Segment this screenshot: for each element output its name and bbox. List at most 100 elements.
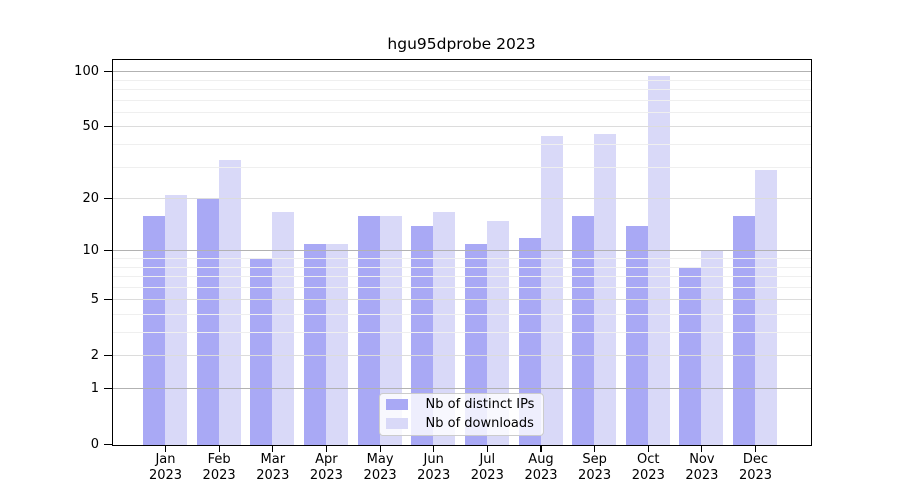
gridline-50 (113, 126, 811, 128)
x-tick-label-line: Dec (742, 452, 769, 467)
x-tick-nov (701, 445, 703, 452)
x-tick-label-jun: Jun 2023 (404, 452, 464, 484)
chart-title: hgu95dprobe 2023 (387, 35, 536, 53)
bar-distinct-ips-nov (679, 267, 702, 445)
x-tick-sep (594, 445, 596, 452)
bar-distinct-ips-feb (196, 199, 219, 445)
x-tick-label-line: 2023 (524, 468, 558, 483)
x-tick-jul (486, 445, 488, 452)
bar-distinct-ips-oct (625, 226, 648, 445)
x-tick-label-line: Mar (260, 452, 286, 467)
x-tick-label-line: 2023 (631, 468, 665, 483)
bar-downloads-mar (272, 211, 295, 445)
x-tick-label-line: Jun (423, 452, 444, 467)
bar-distinct-ips-mar (250, 259, 273, 445)
x-tick-apr (325, 445, 327, 452)
bar-downloads-sep (594, 134, 617, 445)
x-tick-label-oct: Oct 2023 (618, 452, 678, 484)
legend-item-downloads: Nb of downloads (385, 416, 537, 432)
y-tick-label-100: 100 (74, 63, 99, 79)
x-tick-label-line: 2023 (363, 468, 397, 483)
y-tick-label-50: 50 (82, 118, 99, 134)
bar-downloads-aug (540, 135, 563, 445)
x-tick-label-mar: Mar 2023 (243, 452, 303, 484)
bar-downloads-nov (701, 251, 724, 445)
minor-gridline-90 (113, 79, 811, 81)
x-tick-label-line: 2023 (578, 468, 612, 483)
x-tick-label-line: Sep (582, 452, 607, 467)
y-tick-100 (104, 71, 113, 73)
x-tick-label-jul: Jul 2023 (457, 452, 517, 484)
bar-downloads-dec (755, 170, 777, 445)
x-tick-label-feb: Feb 2023 (189, 452, 249, 484)
minor-gridline-80 (113, 89, 811, 90)
bar-distinct-ips-apr (303, 244, 326, 445)
x-tick-label-line: 2023 (256, 468, 290, 483)
y-tick-5 (104, 299, 113, 301)
bar-distinct-ips-jun (411, 226, 434, 445)
x-tick-label-jan: Jan 2023 (136, 452, 196, 484)
legend-swatch-downloads (385, 418, 408, 429)
x-tick-mar (272, 445, 274, 452)
x-tick-aug (540, 445, 542, 452)
gridline-100 (113, 71, 811, 73)
legend: Nb of distinct IPs Nb of downloads (378, 392, 544, 436)
y-tick-label-2: 2 (90, 347, 99, 363)
x-tick-label-may: May 2023 (350, 452, 410, 484)
plot-inner: Nb of distinct IPs Nb of downloads (113, 60, 811, 445)
y-tick-label-20: 20 (82, 190, 99, 206)
x-tick-label-aug: Aug 2023 (511, 452, 571, 484)
bar-downloads-feb (218, 160, 241, 445)
bar-distinct-ips-jan (143, 216, 165, 445)
y-tick-label-1: 1 (90, 380, 99, 396)
x-tick-label-line: Jul (479, 452, 496, 467)
x-tick-label-line: May (366, 452, 394, 467)
bar-distinct-ips-may (357, 216, 380, 445)
x-tick-label-line: Oct (637, 452, 660, 467)
y-tick-10 (104, 250, 113, 252)
x-tick-label-dec: Dec 2023 (726, 452, 786, 484)
x-tick-label-line: 2023 (309, 468, 343, 483)
y-tick-50 (104, 126, 113, 128)
x-tick-label-line: 2023 (202, 468, 236, 483)
x-tick-jun (433, 445, 435, 452)
x-tick-label-line: Aug (528, 452, 554, 467)
y-tick-2 (104, 355, 113, 357)
y-tick-1 (104, 387, 113, 390)
bar-downloads-oct (647, 76, 670, 445)
bar-downloads-jan (165, 195, 187, 445)
bar-downloads-may (379, 216, 402, 445)
y-tick-0 (104, 443, 113, 446)
bar-downloads-apr (325, 244, 348, 445)
x-tick-jan (164, 445, 167, 452)
x-tick-label-line: 2023 (417, 468, 451, 483)
minor-gridline-70 (113, 99, 811, 101)
x-tick-label-line: Jan (155, 452, 176, 467)
x-tick-label-line: 2023 (148, 468, 183, 483)
bar-downloads-jun (433, 211, 456, 445)
x-tick-label-line: 2023 (470, 468, 504, 483)
legend-label-downloads: Nb of downloads (425, 416, 534, 431)
x-tick-label-nov: Nov 2023 (672, 452, 732, 484)
x-tick-feb (218, 445, 220, 452)
plot-area: Nb of distinct IPs Nb of downloads (112, 59, 812, 446)
x-tick-label-line: 2023 (738, 468, 773, 483)
x-tick-dec (754, 445, 757, 452)
legend-label-distinct-ips: Nb of distinct IPs (425, 397, 535, 412)
x-tick-label-line: Feb (207, 452, 231, 467)
x-tick-may (379, 445, 381, 452)
x-tick-label-line: 2023 (685, 468, 719, 483)
x-tick-label-line: Apr (315, 452, 338, 467)
bar-distinct-ips-sep (572, 216, 595, 445)
y-tick-label-5: 5 (90, 291, 99, 307)
minor-gridline-40 (113, 144, 811, 145)
legend-item-distinct-ips: Nb of distinct IPs (385, 397, 537, 413)
legend-swatch-distinct-ips (385, 399, 408, 410)
y-tick-label-0: 0 (90, 436, 99, 452)
bar-distinct-ips-dec (733, 216, 755, 445)
minor-gridline-60 (113, 111, 811, 113)
y-tick-20 (104, 198, 113, 200)
x-tick-label-line: Nov (689, 452, 715, 467)
y-tick-label-10: 10 (82, 242, 99, 258)
x-tick-label-sep: Sep 2023 (565, 452, 625, 484)
